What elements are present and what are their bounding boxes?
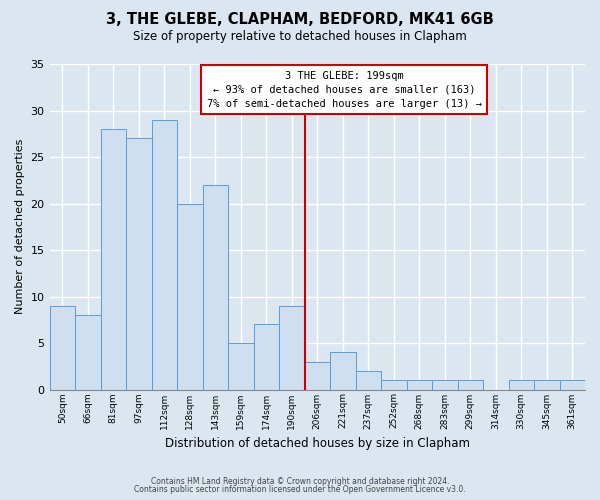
Bar [228, 343, 254, 390]
Bar [101, 129, 126, 390]
X-axis label: Distribution of detached houses by size in Clapham: Distribution of detached houses by size … [165, 437, 470, 450]
Bar [50, 306, 75, 390]
Text: 3 THE GLEBE: 199sqm
← 93% of detached houses are smaller (163)
7% of semi-detach: 3 THE GLEBE: 199sqm ← 93% of detached ho… [206, 70, 482, 108]
Text: 3, THE GLEBE, CLAPHAM, BEDFORD, MK41 6GB: 3, THE GLEBE, CLAPHAM, BEDFORD, MK41 6GB [106, 12, 494, 28]
Text: Size of property relative to detached houses in Clapham: Size of property relative to detached ho… [133, 30, 467, 43]
Text: Contains HM Land Registry data © Crown copyright and database right 2024.: Contains HM Land Registry data © Crown c… [151, 477, 449, 486]
Bar [458, 380, 483, 390]
Bar [75, 315, 101, 390]
Bar [381, 380, 407, 390]
Bar [432, 380, 458, 390]
Bar [509, 380, 534, 390]
Bar [560, 380, 585, 390]
Bar [305, 362, 330, 390]
Bar [330, 352, 356, 390]
Bar [177, 204, 203, 390]
Bar [407, 380, 432, 390]
Bar [126, 138, 152, 390]
Y-axis label: Number of detached properties: Number of detached properties [15, 139, 25, 314]
Bar [203, 185, 228, 390]
Bar [534, 380, 560, 390]
Bar [254, 324, 279, 390]
Bar [152, 120, 177, 390]
Bar [279, 306, 305, 390]
Text: Contains public sector information licensed under the Open Government Licence v3: Contains public sector information licen… [134, 485, 466, 494]
Bar [356, 371, 381, 390]
